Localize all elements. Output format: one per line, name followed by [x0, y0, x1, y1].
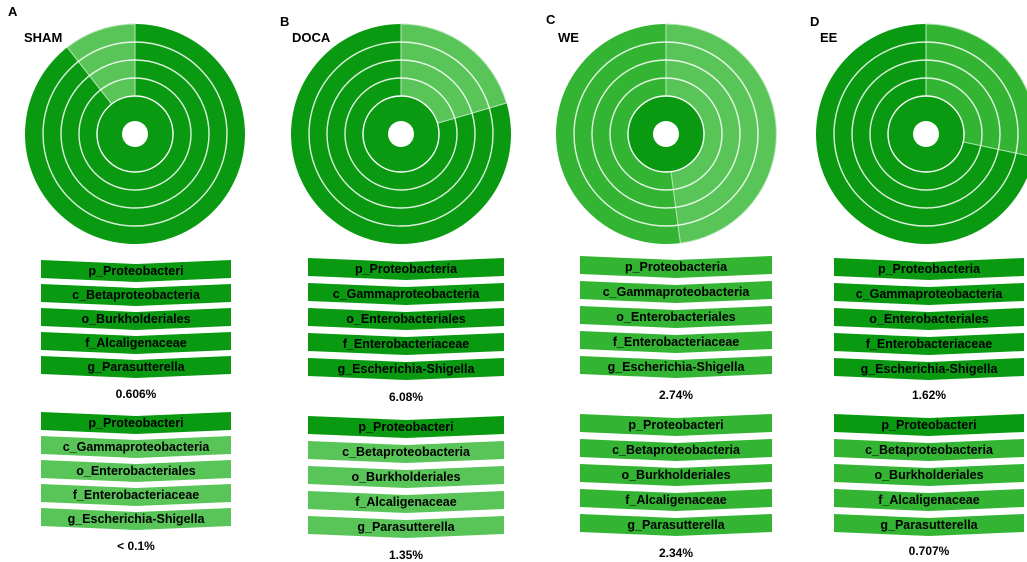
panel-label: WE: [558, 30, 579, 45]
taxon-chevron: f_Enterobacteriaceae: [580, 331, 772, 353]
sunburst-chart: [291, 23, 511, 244]
taxon-chevron: f_Enterobacteriaceae: [41, 484, 231, 506]
taxon-chevron: f_Alcaligenaceae: [308, 491, 504, 513]
taxon-chevron: p_Proteobacteri: [41, 260, 231, 282]
abundance-label: 6.08%: [388, 390, 424, 404]
taxon-chevron: o_Burkholderiales: [834, 464, 1024, 486]
taxon-chevron: c_Gammaproteobacteria: [308, 283, 504, 305]
taxon-chevron: p_Proteobacteri: [580, 414, 772, 436]
taxon-chevron: c_Gammaproteobacteria: [580, 281, 772, 303]
taxon-chevron: p_Proteobacteri: [834, 414, 1024, 436]
panel-ee: D EE p_Proteobacteria c_Gammaproteobacte…: [800, 0, 1027, 561]
taxon-chevron: c_Betaproteobacteria: [41, 284, 231, 306]
taxon-chevron: p_Proteobacteria: [308, 258, 504, 280]
taxon-chevron: g_Escherichia-Shigella: [580, 356, 772, 378]
taxon-chevron: o_Enterobacteriales: [580, 306, 772, 328]
taxon-chevron: g_Escherichia-Shigella: [41, 508, 231, 530]
taxon-chevron: o_Enterobacteriales: [834, 308, 1024, 330]
taxon-chevron: p_Proteobacteri: [308, 416, 504, 438]
panel-doca: B DOCA p_Proteobacteria c_Gammaproteobac…: [256, 0, 518, 562]
taxon-chevron: g_Parasutterella: [580, 514, 772, 536]
sunburst-chart: [25, 23, 245, 244]
panel-we: C WE p_Proteobacteria c_Gammaproteobacte…: [518, 0, 800, 561]
abundance-label: 1.62%: [911, 388, 947, 402]
taxon-chevron: g_Parasutterella: [41, 356, 231, 378]
taxon-chevron: f_Enterobacteriaceae: [308, 333, 504, 355]
taxon-chevron: o_Burkholderiales: [580, 464, 772, 486]
panel-label: DOCA: [292, 30, 331, 45]
taxon-chevron: g_Parasutterella: [308, 516, 504, 538]
panel-letter: D: [810, 14, 820, 29]
taxon-chevron: f_Alcaligenaceae: [580, 489, 772, 511]
abundance-label: 1.35%: [388, 548, 424, 562]
taxon-chevron: c_Betaproteobacteria: [834, 439, 1024, 461]
abundance-label: < 0.1%: [117, 539, 155, 553]
abundance-label: 0.707%: [908, 544, 950, 558]
abundance-label: 2.34%: [658, 546, 694, 560]
taxon-chevron: c_Gammaproteobacteria: [41, 436, 231, 458]
taxon-chevron: c_Betaproteobacteria: [308, 441, 504, 463]
taxon-chevron: o_Enterobacteriales: [41, 460, 231, 482]
sunburst-chart: [816, 23, 1027, 244]
panel-label: SHAM: [24, 30, 63, 45]
panel-letter: C: [546, 12, 556, 27]
taxon-chevron: o_Enterobacteriales: [308, 308, 504, 330]
sunburst-chart: [556, 23, 777, 244]
taxon-chevron: f_Alcaligenaceae: [834, 489, 1024, 511]
taxon-chevron: f_Enterobacteriaceae: [834, 333, 1024, 355]
taxon-chevron: c_Gammaproteobacteria: [834, 283, 1024, 305]
panel-label: EE: [820, 30, 838, 45]
taxon-chevron: p_Proteobacteria: [580, 256, 772, 278]
taxon-chevron: g_Escherichia-Shigella: [308, 358, 504, 380]
panel-letter: A: [8, 4, 18, 19]
taxon-chevron: o_Burkholderiales: [41, 308, 231, 330]
taxon-chevron: g_Escherichia-Shigella: [834, 358, 1024, 380]
taxon-chevron: p_Proteobacteri: [41, 412, 231, 434]
panel-letter: B: [280, 14, 290, 29]
panel-sham: A SHAM p_Proteobacteri c_Betaproteobacte…: [0, 0, 256, 561]
taxon-chevron: f_Alcaligenaceae: [41, 332, 231, 354]
taxon-chevron: c_Betaproteobacteria: [580, 439, 772, 461]
abundance-label: 2.74%: [658, 388, 694, 402]
abundance-label: 0.606%: [115, 387, 157, 401]
taxon-chevron: g_Parasutterella: [834, 514, 1024, 536]
taxon-chevron: o_Burkholderiales: [308, 466, 504, 488]
taxon-chevron: p_Proteobacteria: [834, 258, 1024, 280]
